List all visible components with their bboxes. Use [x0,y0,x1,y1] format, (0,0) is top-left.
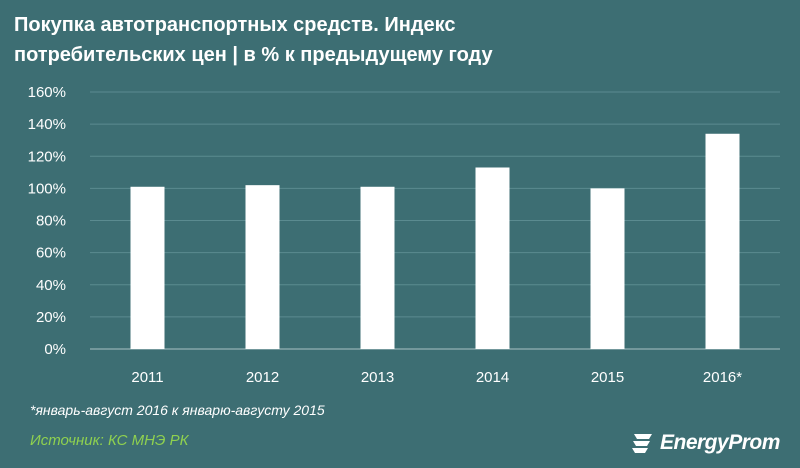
energyprom-logo: EnergyProm [630,426,790,460]
y-axis: 0% 20% 40% 60% 80% 100% 120% 140% 160% [28,84,66,358]
bar-2013 [360,186,395,349]
x-tick-label: 2012 [246,369,279,386]
y-tick-label: 100% [28,180,66,197]
y-tick-label: 40% [36,277,66,294]
x-tick-label: 2014 [476,369,509,386]
x-axis: 2011 2012 2013 2014 2015 2016* [131,369,742,386]
y-tick-label: 80% [36,213,66,230]
chart-title: Покупка автотранспортных средств. Индекс… [14,14,493,66]
y-tick-label: 0% [44,341,66,358]
y-tick-label: 140% [28,116,66,133]
x-tick-label: 2016* [703,369,742,386]
source-note: Источник: КС МНЭ РК [30,432,189,449]
y-tick-label: 160% [28,84,66,101]
bar-2011 [130,186,165,349]
bar-2015 [590,188,625,349]
x-tick-label: 2011 [131,369,163,386]
energyprom-logo-icon [632,434,652,453]
bar-chart: 0%20%40%60%80%100%120%140%160% 2011 2012 2… [28,84,780,386]
y-tick-label: 120% [28,148,66,165]
logo-text: EnergyProm [660,431,780,454]
bar-2014 [475,167,510,349]
x-tick-label: 2015 [591,369,624,386]
y-tick-label: 20% [36,309,66,326]
footnote: *январь-август 2016 к январю-августу 201… [30,402,325,418]
bar-2012 [245,185,280,349]
bars [130,133,740,349]
y-tick-label: 60% [36,245,66,262]
x-tick-label: 2013 [361,369,394,386]
bar-2016-star [705,133,740,349]
gridlines [90,91,780,350]
